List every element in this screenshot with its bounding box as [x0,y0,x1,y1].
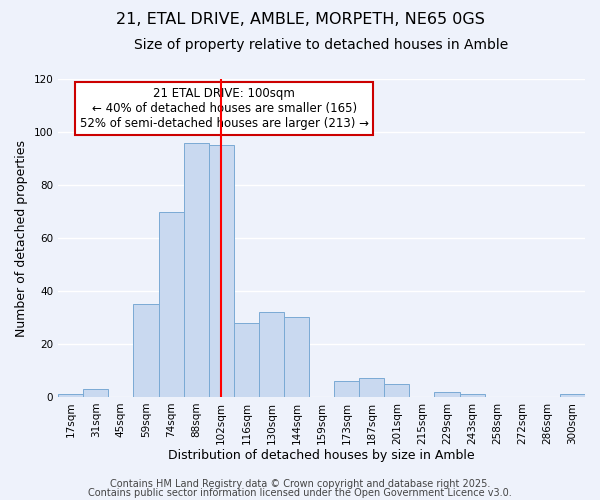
Bar [334,381,359,397]
Bar [209,146,234,397]
Y-axis label: Number of detached properties: Number of detached properties [15,140,28,336]
Bar [385,384,409,397]
Bar [460,394,485,397]
Bar [560,394,585,397]
Bar [234,323,259,397]
X-axis label: Distribution of detached houses by size in Amble: Distribution of detached houses by size … [168,450,475,462]
Bar [184,142,209,397]
Bar [83,389,109,397]
Bar [158,212,184,397]
Text: 21, ETAL DRIVE, AMBLE, MORPETH, NE65 0GS: 21, ETAL DRIVE, AMBLE, MORPETH, NE65 0GS [116,12,484,28]
Title: Size of property relative to detached houses in Amble: Size of property relative to detached ho… [134,38,509,52]
Bar [284,318,309,397]
Text: Contains public sector information licensed under the Open Government Licence v3: Contains public sector information licen… [88,488,512,498]
Bar [434,392,460,397]
Text: 21 ETAL DRIVE: 100sqm
← 40% of detached houses are smaller (165)
52% of semi-det: 21 ETAL DRIVE: 100sqm ← 40% of detached … [80,87,368,130]
Bar [259,312,284,397]
Bar [359,378,385,397]
Text: Contains HM Land Registry data © Crown copyright and database right 2025.: Contains HM Land Registry data © Crown c… [110,479,490,489]
Bar [133,304,158,397]
Bar [58,394,83,397]
